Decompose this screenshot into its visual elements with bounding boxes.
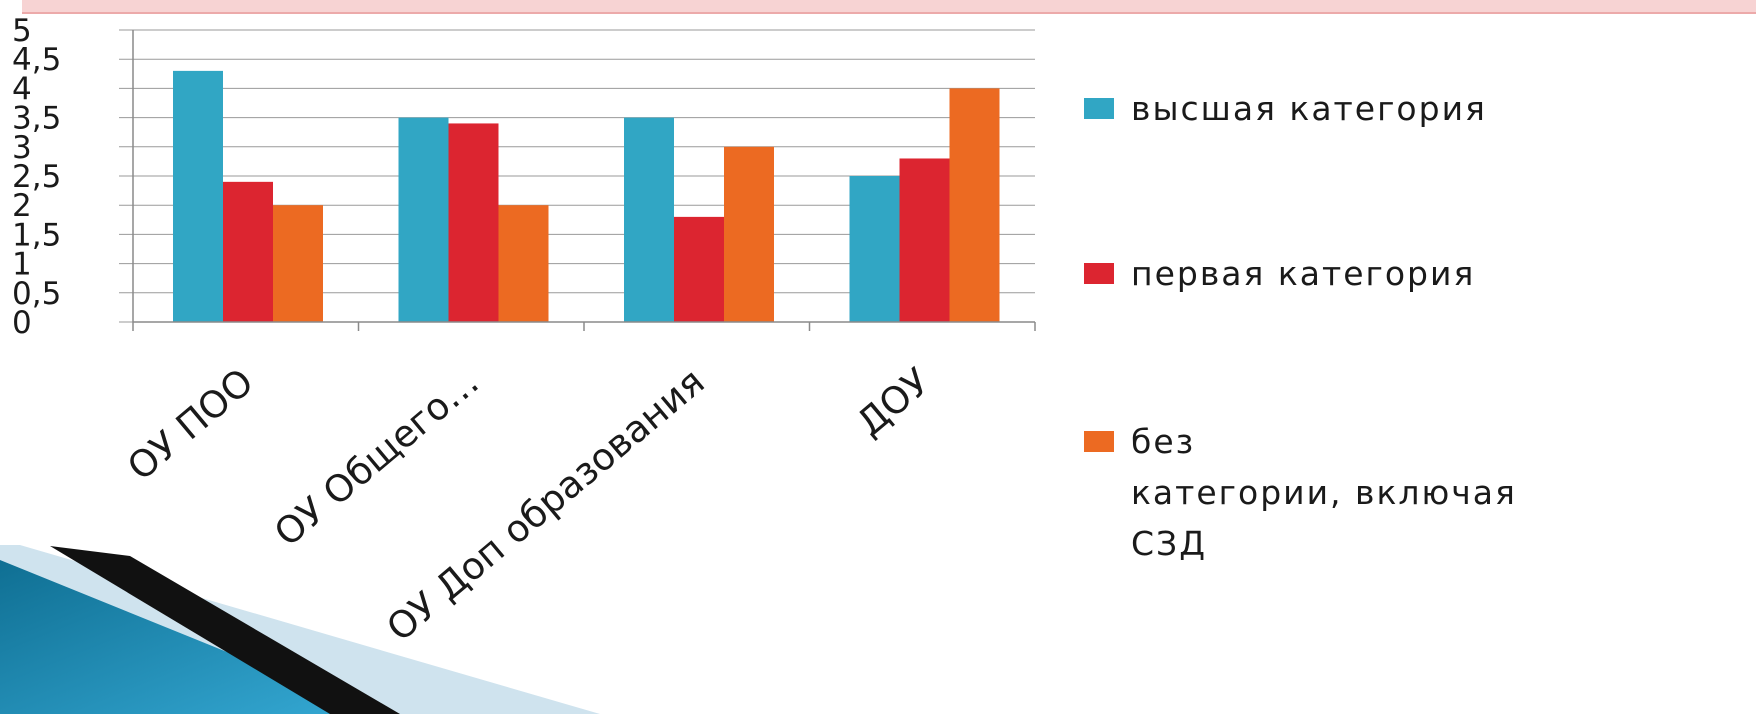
corner-stripe-decoration — [0, 545, 600, 714]
x-tick-label: ОУ ПОО — [119, 360, 261, 489]
bar — [498, 205, 549, 322]
title-band — [22, 0, 1756, 14]
bars — [173, 70, 1000, 323]
bar — [173, 70, 223, 322]
legend-swatch — [1084, 263, 1114, 284]
y-tick-label: 2 — [12, 188, 32, 224]
y-tick-label: 0 — [12, 305, 32, 341]
bar — [448, 123, 499, 322]
legend-label: СЗД — [1131, 524, 1207, 563]
y-tick-label: 3 — [12, 130, 32, 166]
y-tick-label: 5 — [12, 13, 32, 49]
y-tick-label: 3,5 — [12, 101, 61, 137]
x-axis-tick-labels: ОУ ПОО ОУ Общего…ОУ Доп образования ДОУ — [119, 360, 938, 650]
bar — [273, 205, 323, 322]
legend-swatch — [1084, 431, 1114, 452]
bar — [624, 117, 674, 322]
axes — [132, 30, 1036, 331]
y-tick-label: 1 — [12, 247, 32, 283]
bar — [899, 158, 950, 322]
bar — [849, 176, 900, 322]
legend-label: категории, включая — [1131, 473, 1517, 512]
y-tick-label: 4 — [12, 71, 32, 107]
x-tick-label: ОУ Общего… — [266, 360, 487, 555]
corner-stripe-black — [50, 546, 400, 714]
x-tick-label: ДОУ — [849, 360, 938, 445]
bar — [949, 88, 1000, 323]
legend-label: первая категория — [1131, 254, 1475, 293]
legend-swatch — [1084, 98, 1114, 119]
legend: высшая категория первая категория без катег… — [1084, 89, 1517, 563]
bar — [223, 181, 273, 322]
y-tick-label: 0,5 — [12, 276, 61, 312]
bar — [674, 216, 724, 322]
bar — [398, 117, 449, 322]
y-axis-tick-labels: 00,511,522,533,544,55 — [12, 13, 61, 341]
legend-label: без — [1131, 422, 1195, 461]
bar — [724, 146, 774, 322]
y-tick-label: 1,5 — [12, 217, 61, 253]
y-tick-label: 4,5 — [12, 42, 61, 78]
legend-label: высшая категория — [1131, 89, 1487, 128]
y-tick-label: 2,5 — [12, 159, 61, 195]
